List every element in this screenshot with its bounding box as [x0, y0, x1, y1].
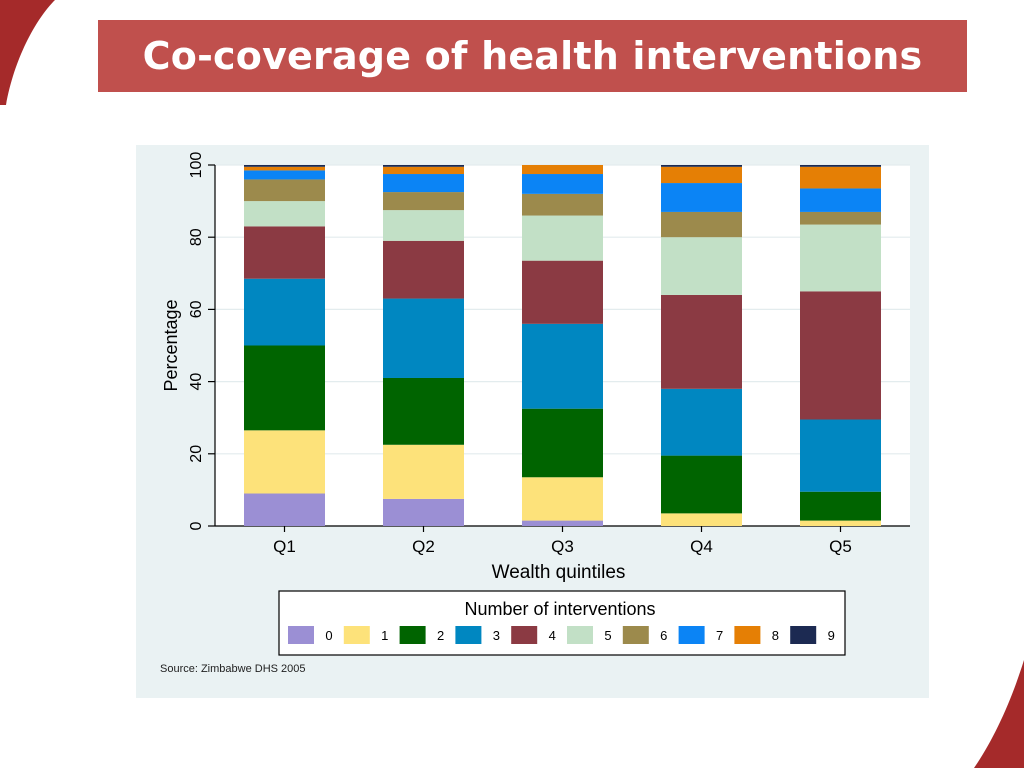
x-tick-label: Q1	[273, 537, 296, 556]
y-tick-label: 40	[188, 373, 205, 391]
bar-segment	[800, 188, 881, 212]
bar-segment	[661, 166, 742, 184]
x-tick-label: Q4	[690, 537, 713, 556]
bar-segment	[244, 165, 325, 167]
bar-segment	[383, 166, 464, 175]
bar-segment	[383, 444, 464, 499]
legend-label: 8	[772, 628, 779, 643]
legend-swatch	[790, 626, 817, 644]
x-axis-label: Wealth quintiles	[492, 562, 626, 583]
corner-swoosh-top-left	[0, 0, 55, 105]
bar-segment	[661, 237, 742, 295]
y-tick-label: 80	[188, 228, 205, 246]
bar-segment	[522, 323, 603, 409]
slide-title: Co-coverage of health interventions	[142, 34, 923, 78]
bar-segment	[383, 498, 464, 526]
legend-label: 7	[716, 628, 723, 643]
bar-segment	[244, 166, 325, 171]
y-tick-label: 100	[188, 152, 205, 179]
legend-swatch	[455, 626, 482, 644]
bar-segment	[244, 278, 325, 346]
bar-segment	[522, 520, 603, 526]
bar-segment	[383, 298, 464, 378]
bar-segment	[800, 291, 881, 420]
legend-swatch	[734, 626, 761, 644]
legend-label: 4	[549, 628, 556, 643]
bar-segment	[800, 166, 881, 189]
legend-label: 5	[604, 628, 611, 643]
bar-segment	[244, 493, 325, 526]
bar-segment	[661, 211, 742, 238]
y-axis-label: Percentage	[161, 299, 181, 391]
legend-label: 2	[437, 628, 444, 643]
legend-swatch	[399, 626, 426, 644]
bar-segment	[244, 179, 325, 202]
legend-swatch	[288, 626, 314, 644]
bar-segment	[800, 211, 881, 225]
bar-segment	[383, 210, 464, 241]
bar-segment	[244, 170, 325, 180]
bar-segment	[244, 201, 325, 227]
legend-label: 1	[381, 628, 388, 643]
bar-segment	[522, 408, 603, 478]
bar-segment	[661, 294, 742, 389]
bar-segment	[661, 388, 742, 456]
x-tick-label: Q3	[551, 537, 574, 556]
bar-segment	[661, 165, 742, 167]
bar-segment	[383, 377, 464, 445]
legend-swatch	[622, 626, 649, 644]
bar-segment	[383, 192, 464, 211]
legend-swatch	[511, 626, 538, 644]
legend-title: Number of interventions	[464, 599, 655, 619]
bar-segment	[800, 520, 881, 526]
bar-segment	[800, 419, 881, 492]
legend-box	[278, 590, 846, 656]
legend-label: 0	[325, 628, 332, 643]
legend-swatch	[343, 626, 370, 644]
chart-panel: 0 20 40 60 80 100 Percentage Q1 Q2 Q3 Q4 Q5 Wealth q…	[136, 145, 929, 698]
bar-segment	[522, 477, 603, 521]
bar-segment	[244, 226, 325, 279]
legend-swatch	[678, 626, 705, 644]
bar-segment	[244, 430, 325, 494]
bar-segment	[661, 513, 742, 526]
bar-segment	[383, 240, 464, 299]
bar-segment	[383, 174, 464, 193]
title-banner: Co-coverage of health interventions	[98, 20, 967, 92]
bar-segment	[661, 455, 742, 514]
bar-segment	[522, 174, 603, 194]
x-tick-label: Q5	[829, 537, 852, 556]
bar-segment	[522, 215, 603, 261]
bar-segment	[522, 260, 603, 324]
y-tick-label: 20	[188, 445, 205, 463]
source-note: Source: Zimbabwe DHS 2005	[160, 663, 306, 675]
bar-segment	[522, 165, 603, 175]
bar-segment	[522, 193, 603, 216]
bar-segment	[800, 491, 881, 521]
legend-label: 3	[493, 628, 500, 643]
bar-segment	[383, 165, 464, 167]
bar-segment	[800, 165, 881, 167]
bar-segment	[800, 224, 881, 292]
x-tick-label: Q2	[412, 537, 435, 556]
y-tick-label: 0	[188, 521, 205, 530]
bar-segment	[244, 345, 325, 431]
legend-swatch	[567, 626, 593, 644]
legend-label: 6	[660, 628, 667, 643]
bar-segment	[661, 183, 742, 212]
y-tick-label: 60	[188, 300, 205, 318]
legend-label: 9	[828, 628, 835, 643]
corner-swoosh-bottom-right	[974, 660, 1024, 768]
